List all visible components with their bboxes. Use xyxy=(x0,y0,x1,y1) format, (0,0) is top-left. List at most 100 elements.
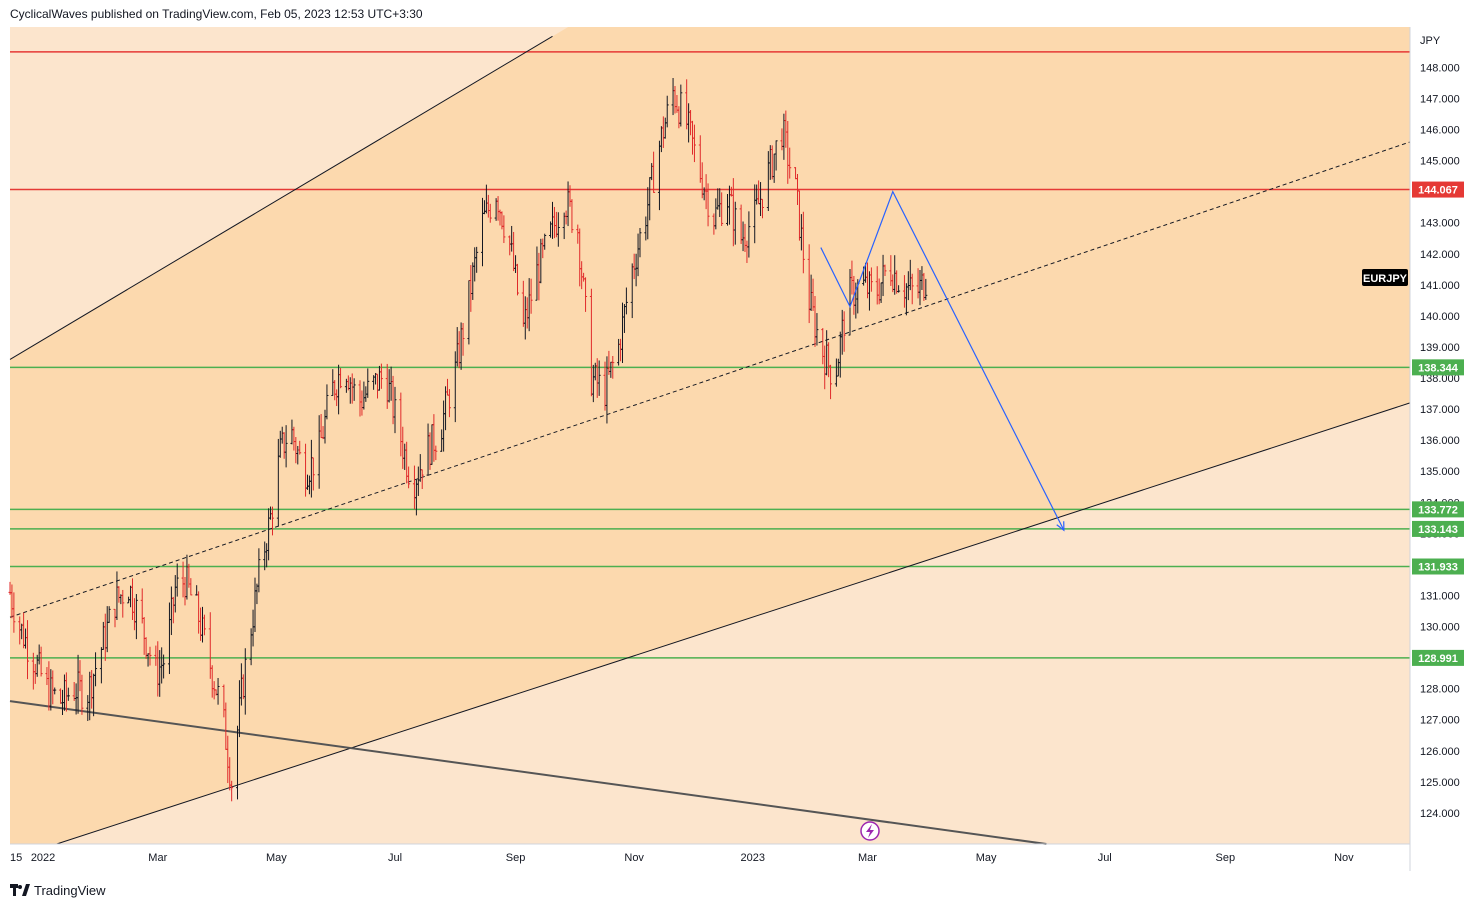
candle xyxy=(883,264,887,276)
symbol-tag-bg xyxy=(1362,269,1408,286)
y-axis: 124.000125.000126.000127.000128.000129.0… xyxy=(1420,62,1460,820)
x-tick-label: 15 xyxy=(10,852,22,864)
candle xyxy=(216,678,220,705)
candle xyxy=(243,648,247,715)
price-tag-label: 138.344 xyxy=(1418,362,1459,374)
x-tick-label: Jul xyxy=(388,852,402,864)
price-tag[interactable]: 138.344 xyxy=(1412,359,1464,376)
footer-brand-label: TradingView xyxy=(34,882,106,898)
forecast-polyline[interactable] xyxy=(820,190,1065,531)
channel-middle-line[interactable] xyxy=(9,141,1411,618)
y-tick-label: 138.000 xyxy=(1420,373,1460,385)
candle xyxy=(706,183,710,227)
candle xyxy=(910,273,914,305)
x-tick-label: May xyxy=(976,852,997,864)
candle xyxy=(134,594,138,640)
price-tag-bg xyxy=(1412,359,1464,376)
price-tag[interactable]: 144.067 xyxy=(1412,181,1464,198)
candle xyxy=(393,386,397,434)
candle xyxy=(325,384,329,420)
candle xyxy=(12,592,16,633)
x-tick-label: Mar xyxy=(858,852,877,864)
currency-label: JPY xyxy=(1420,35,1441,47)
candle xyxy=(257,548,261,593)
price-tags: 144.067 138.344 133.772 133.143 131.933 128.9… xyxy=(1412,181,1464,666)
y-tick-label: 143.000 xyxy=(1420,218,1460,230)
channel-fill-area xyxy=(10,27,1410,844)
candle xyxy=(162,654,166,679)
candle xyxy=(53,687,57,695)
price-tag-label: 131.933 xyxy=(1418,561,1458,573)
candle xyxy=(543,233,547,250)
candle xyxy=(897,285,901,293)
candle xyxy=(284,425,288,468)
candle xyxy=(829,364,833,400)
candle xyxy=(434,445,438,461)
candle xyxy=(298,440,302,455)
horizontal-levels xyxy=(10,51,1410,659)
y-tick-label: 146.000 xyxy=(1420,125,1460,137)
x-tick-label: Nov xyxy=(624,852,644,864)
trendlines xyxy=(9,35,1411,845)
y-tick-label: 147.000 xyxy=(1420,93,1460,105)
candle xyxy=(66,687,70,701)
x-tick-label: May xyxy=(266,852,287,864)
y-tick-label: 130.000 xyxy=(1420,622,1460,634)
candle xyxy=(869,267,873,292)
y-tick-label: 124.000 xyxy=(1420,808,1460,820)
channel-lower-line[interactable] xyxy=(56,402,1411,845)
symbol-tag[interactable]: EURJPY xyxy=(1362,269,1408,286)
candle xyxy=(339,368,343,389)
candle xyxy=(94,652,98,687)
candle xyxy=(107,606,111,624)
price-tag[interactable]: 131.933 xyxy=(1412,558,1464,575)
x-tick-label: 2022 xyxy=(31,852,55,864)
tradingview-logo-icon xyxy=(10,884,30,896)
price-tag-label: 128.991 xyxy=(1418,653,1458,665)
candle xyxy=(461,322,465,356)
x-tick-label: Jul xyxy=(1098,852,1112,864)
price-tag-bg xyxy=(1412,520,1464,537)
channel-upper-line[interactable] xyxy=(9,35,553,360)
y-tick-label: 148.000 xyxy=(1420,62,1460,74)
candle xyxy=(665,95,669,128)
price-tag[interactable]: 133.772 xyxy=(1412,501,1464,518)
candle xyxy=(366,368,370,398)
candle xyxy=(26,620,29,680)
price-tag[interactable]: 128.991 xyxy=(1412,649,1464,666)
candle xyxy=(733,201,737,245)
candle xyxy=(842,311,846,352)
x-tick-label: 2023 xyxy=(741,852,765,864)
y-tick-label: 128.000 xyxy=(1420,684,1460,696)
x-axis: 15 2022 Mar May Jul Sep Nov 2023 Mar May Jul Sep Nov xyxy=(10,852,1354,864)
long-trendline[interactable] xyxy=(9,700,1047,845)
y-tick-label: 140.000 xyxy=(1420,311,1460,323)
candle xyxy=(420,469,424,490)
candle xyxy=(815,313,819,346)
x-tick-label: Sep xyxy=(1215,852,1235,864)
footer-brand[interactable]: TradingView xyxy=(10,880,106,900)
candle xyxy=(801,211,805,274)
candle xyxy=(379,363,383,389)
channel-fill xyxy=(10,27,1410,844)
candle xyxy=(638,228,642,258)
candle xyxy=(747,211,751,258)
y-tick-label: 125.000 xyxy=(1420,777,1460,789)
candle xyxy=(39,646,43,677)
candle xyxy=(761,198,764,219)
candle xyxy=(924,278,928,300)
candle xyxy=(597,360,601,396)
candle xyxy=(774,140,778,171)
candle xyxy=(80,674,84,715)
price-tag-label: 133.143 xyxy=(1418,524,1458,536)
symbol-tag-label: EURJPY xyxy=(1363,273,1408,285)
candle xyxy=(447,389,451,418)
flash-icon[interactable] xyxy=(860,821,880,841)
candle xyxy=(679,84,683,127)
x-tick-label: Mar xyxy=(148,852,167,864)
y-tick-label: 137.000 xyxy=(1420,404,1460,416)
price-tag[interactable]: 133.143 xyxy=(1412,520,1464,537)
candle xyxy=(516,263,519,296)
candle xyxy=(720,192,724,227)
